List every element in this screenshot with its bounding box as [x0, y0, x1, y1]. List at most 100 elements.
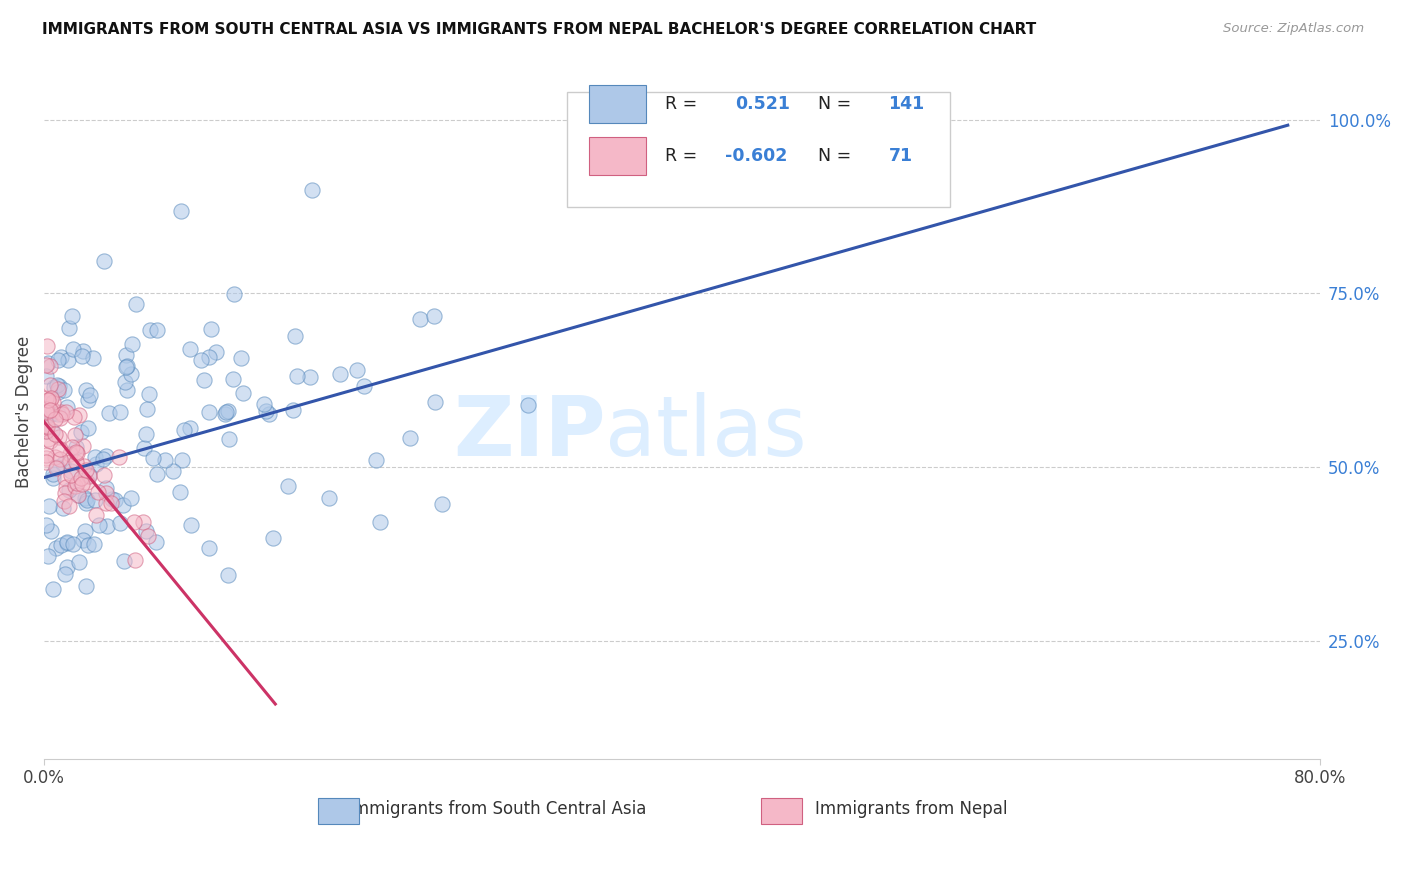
Point — [75, 463, 97, 477]
Point — [94, 486, 117, 500]
Point — [134, 442, 156, 456]
Point — [56, 535, 79, 549]
Point — [125, 297, 148, 311]
Point — [253, 397, 276, 411]
Point — [142, 451, 165, 466]
Text: atlas: atlas — [606, 392, 807, 473]
Point — [115, 383, 138, 397]
Point — [35, 359, 58, 373]
Bar — [589, 137, 647, 175]
Text: IMMIGRANTS FROM SOUTH CENTRAL ASIA VS IMMIGRANTS FROM NEPAL BACHELOR'S DEGREE CO: IMMIGRANTS FROM SOUTH CENTRAL ASIA VS IM… — [42, 22, 1036, 37]
Point — [65, 479, 87, 493]
Point — [262, 531, 284, 545]
Point — [112, 499, 135, 513]
Point — [72, 440, 94, 454]
Point — [70, 476, 93, 491]
Point — [101, 492, 124, 507]
Point — [42, 395, 65, 409]
Point — [94, 496, 117, 510]
Point — [179, 342, 201, 356]
Point — [46, 460, 69, 475]
Point — [217, 567, 239, 582]
Point — [37, 419, 59, 434]
Point — [58, 353, 80, 368]
Point — [409, 312, 432, 326]
Point — [108, 516, 131, 531]
Point — [75, 383, 97, 397]
Point — [77, 468, 100, 483]
Text: -0.602: -0.602 — [725, 147, 787, 165]
Point — [60, 440, 83, 454]
Point — [120, 491, 142, 505]
Point — [222, 372, 245, 386]
Point — [138, 323, 160, 337]
Point — [115, 348, 138, 362]
Point — [38, 434, 60, 449]
Text: 0.521: 0.521 — [735, 95, 790, 113]
Point — [138, 386, 160, 401]
Text: ZIP: ZIP — [453, 392, 606, 473]
Point — [112, 554, 135, 568]
Point — [257, 407, 280, 421]
Point — [97, 406, 120, 420]
Point — [46, 385, 69, 400]
Point — [49, 410, 72, 425]
Point — [37, 356, 59, 370]
Point — [73, 491, 96, 506]
Point — [346, 363, 368, 377]
Point — [170, 453, 193, 467]
Point — [42, 402, 65, 417]
Point — [37, 432, 59, 446]
Point — [67, 488, 90, 502]
Point — [73, 524, 96, 538]
Point — [35, 391, 58, 405]
Text: Immigrants from South Central Asia: Immigrants from South Central Asia — [347, 800, 647, 818]
Point — [44, 426, 66, 441]
Point — [232, 385, 254, 400]
Point — [58, 500, 80, 514]
Point — [79, 469, 101, 483]
Point — [146, 467, 169, 481]
Point — [45, 461, 67, 475]
Text: N =: N = — [818, 95, 858, 113]
Point — [55, 400, 77, 414]
Point — [115, 359, 138, 373]
Point — [96, 519, 118, 533]
Point — [48, 352, 70, 367]
Point — [108, 450, 131, 465]
Point — [423, 309, 446, 323]
Point — [122, 515, 145, 529]
Point — [76, 475, 98, 489]
Point — [35, 405, 58, 419]
Point — [49, 538, 72, 552]
Point — [100, 496, 122, 510]
Point — [84, 508, 107, 522]
Point — [217, 403, 239, 417]
Point — [353, 378, 375, 392]
Point — [38, 500, 60, 514]
Point — [53, 471, 76, 485]
Point — [135, 524, 157, 539]
Point — [52, 494, 75, 508]
Point — [41, 424, 63, 438]
Point — [432, 497, 454, 511]
Point — [155, 453, 177, 467]
Point — [277, 479, 299, 493]
Point — [65, 454, 87, 468]
Point — [65, 445, 87, 459]
Point — [39, 524, 62, 538]
Point — [39, 403, 62, 417]
Text: N =: N = — [818, 147, 858, 165]
Point — [49, 452, 72, 467]
Point — [104, 493, 127, 508]
Point — [124, 553, 146, 567]
Point — [48, 442, 70, 456]
Point — [318, 491, 340, 506]
Point — [37, 339, 59, 353]
Point — [51, 407, 73, 421]
Point — [44, 450, 66, 465]
Point — [72, 344, 94, 359]
Point — [77, 538, 100, 552]
Point — [93, 254, 115, 268]
Point — [39, 359, 62, 373]
